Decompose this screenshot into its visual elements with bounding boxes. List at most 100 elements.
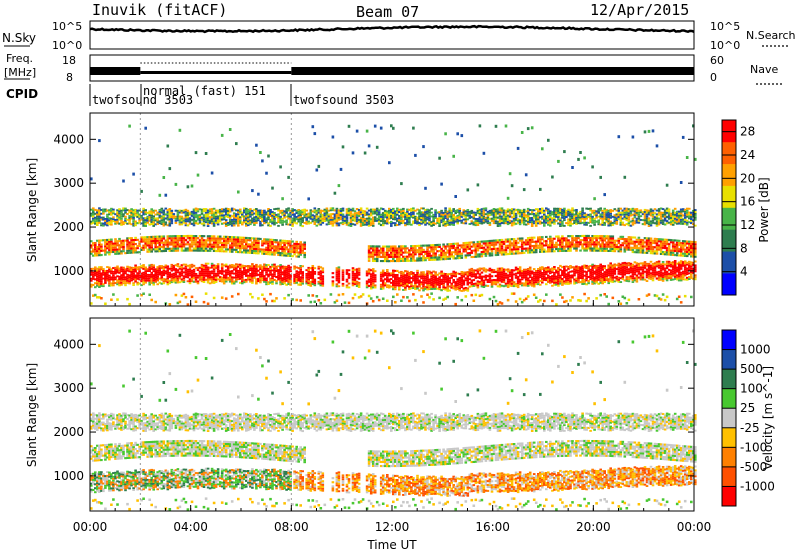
power-cell: [247, 265, 250, 267]
power-cell: [313, 300, 317, 303]
power-cell: [122, 239, 125, 242]
power-cell: [285, 269, 288, 272]
power-cell: [267, 269, 270, 272]
power-cell: [281, 283, 284, 285]
power-cell: [253, 271, 256, 273]
power-cell: [200, 243, 204, 246]
power-cell: [367, 222, 371, 225]
power-cell: [373, 210, 377, 213]
power-cell: [271, 253, 274, 256]
power-cell: [90, 271, 93, 274]
power-cell: [271, 220, 274, 223]
power-cell: [148, 279, 151, 282]
power-cell: [289, 240, 292, 243]
power-cell: [104, 245, 107, 248]
power-cell: [142, 213, 145, 216]
power-cell: [160, 237, 164, 240]
power-cell: [528, 270, 532, 273]
power-cell: [442, 216, 445, 219]
power-cell: [299, 247, 302, 250]
power-cell: [408, 273, 411, 276]
power-cell: [520, 276, 524, 279]
power-cell: [220, 218, 224, 221]
power-cell: [418, 217, 421, 220]
power-cell: [164, 223, 168, 226]
power-cell: [504, 215, 508, 218]
power-cell: [311, 294, 315, 297]
power-cell: [255, 263, 258, 266]
power-cell: [349, 212, 353, 215]
power-cell: [390, 212, 393, 215]
power-cell: [468, 268, 472, 271]
power-cell: [259, 224, 262, 227]
power-cell: [136, 294, 139, 297]
power-cell: [410, 209, 413, 212]
power-cell: [152, 248, 155, 251]
power-cell: [398, 223, 401, 226]
power-cell: [124, 272, 127, 275]
power-cell: [488, 246, 492, 249]
power-cell: [474, 220, 478, 222]
power-cell: [456, 288, 459, 290]
power-cell: [512, 273, 516, 276]
power-cell: [414, 247, 417, 250]
power-cell: [253, 216, 256, 219]
power-cell: [168, 167, 172, 171]
power-cell: [216, 243, 220, 246]
power-cell: [381, 216, 385, 219]
power-cell: [247, 251, 250, 254]
power-cell: [104, 251, 107, 254]
power-cell: [230, 240, 234, 243]
power-cell: [480, 240, 484, 243]
power-cell: [154, 280, 157, 283]
power-cell: [243, 247, 246, 250]
power-cell: [460, 252, 464, 255]
power-cell: [526, 215, 530, 218]
power-cell: [204, 245, 208, 248]
power-cell: [406, 283, 409, 286]
power-cell: [484, 207, 488, 210]
power-cell: [339, 214, 343, 216]
power-cell: [235, 248, 238, 251]
power-cell: [180, 219, 184, 222]
power-cell: [476, 249, 480, 252]
power-cell: [277, 251, 280, 254]
power-cell: [400, 272, 403, 275]
power-cell: [245, 280, 248, 283]
power-cell: [257, 215, 260, 218]
power-cell: [104, 210, 107, 213]
power-cell: [335, 299, 339, 302]
power-cell: [434, 285, 437, 288]
power-cell: [150, 240, 153, 243]
power-cell: [448, 211, 451, 214]
power-cell: [353, 223, 357, 226]
power-cell: [398, 286, 401, 289]
power-cell: [539, 266, 542, 269]
power-cell: [156, 246, 159, 249]
power-cell: [345, 286, 349, 289]
power-cell: [367, 247, 371, 250]
power-cell: [90, 283, 93, 286]
power-cell: [194, 151, 198, 155]
power-cell: [422, 248, 425, 251]
freq-tick-bottom: 8: [66, 71, 73, 84]
power-cell: [416, 273, 419, 276]
power-cell: [239, 210, 242, 213]
power-cell: [162, 280, 166, 283]
power-cell: [458, 281, 461, 284]
power-cell: [237, 240, 240, 243]
power-cell: [549, 214, 552, 217]
power-cell: [438, 217, 441, 220]
power-cell: [100, 284, 103, 287]
power-cell: [114, 282, 117, 284]
power-cell: [142, 209, 145, 212]
power-cell: [446, 220, 449, 223]
power-cell: [249, 223, 252, 226]
power-cell: [251, 217, 254, 220]
power-cell: [379, 224, 383, 227]
power-cell: [94, 244, 97, 247]
power-cell: [265, 217, 268, 220]
power-cell: [184, 275, 188, 278]
power-cell: [390, 274, 393, 277]
power-cell: [295, 298, 298, 302]
